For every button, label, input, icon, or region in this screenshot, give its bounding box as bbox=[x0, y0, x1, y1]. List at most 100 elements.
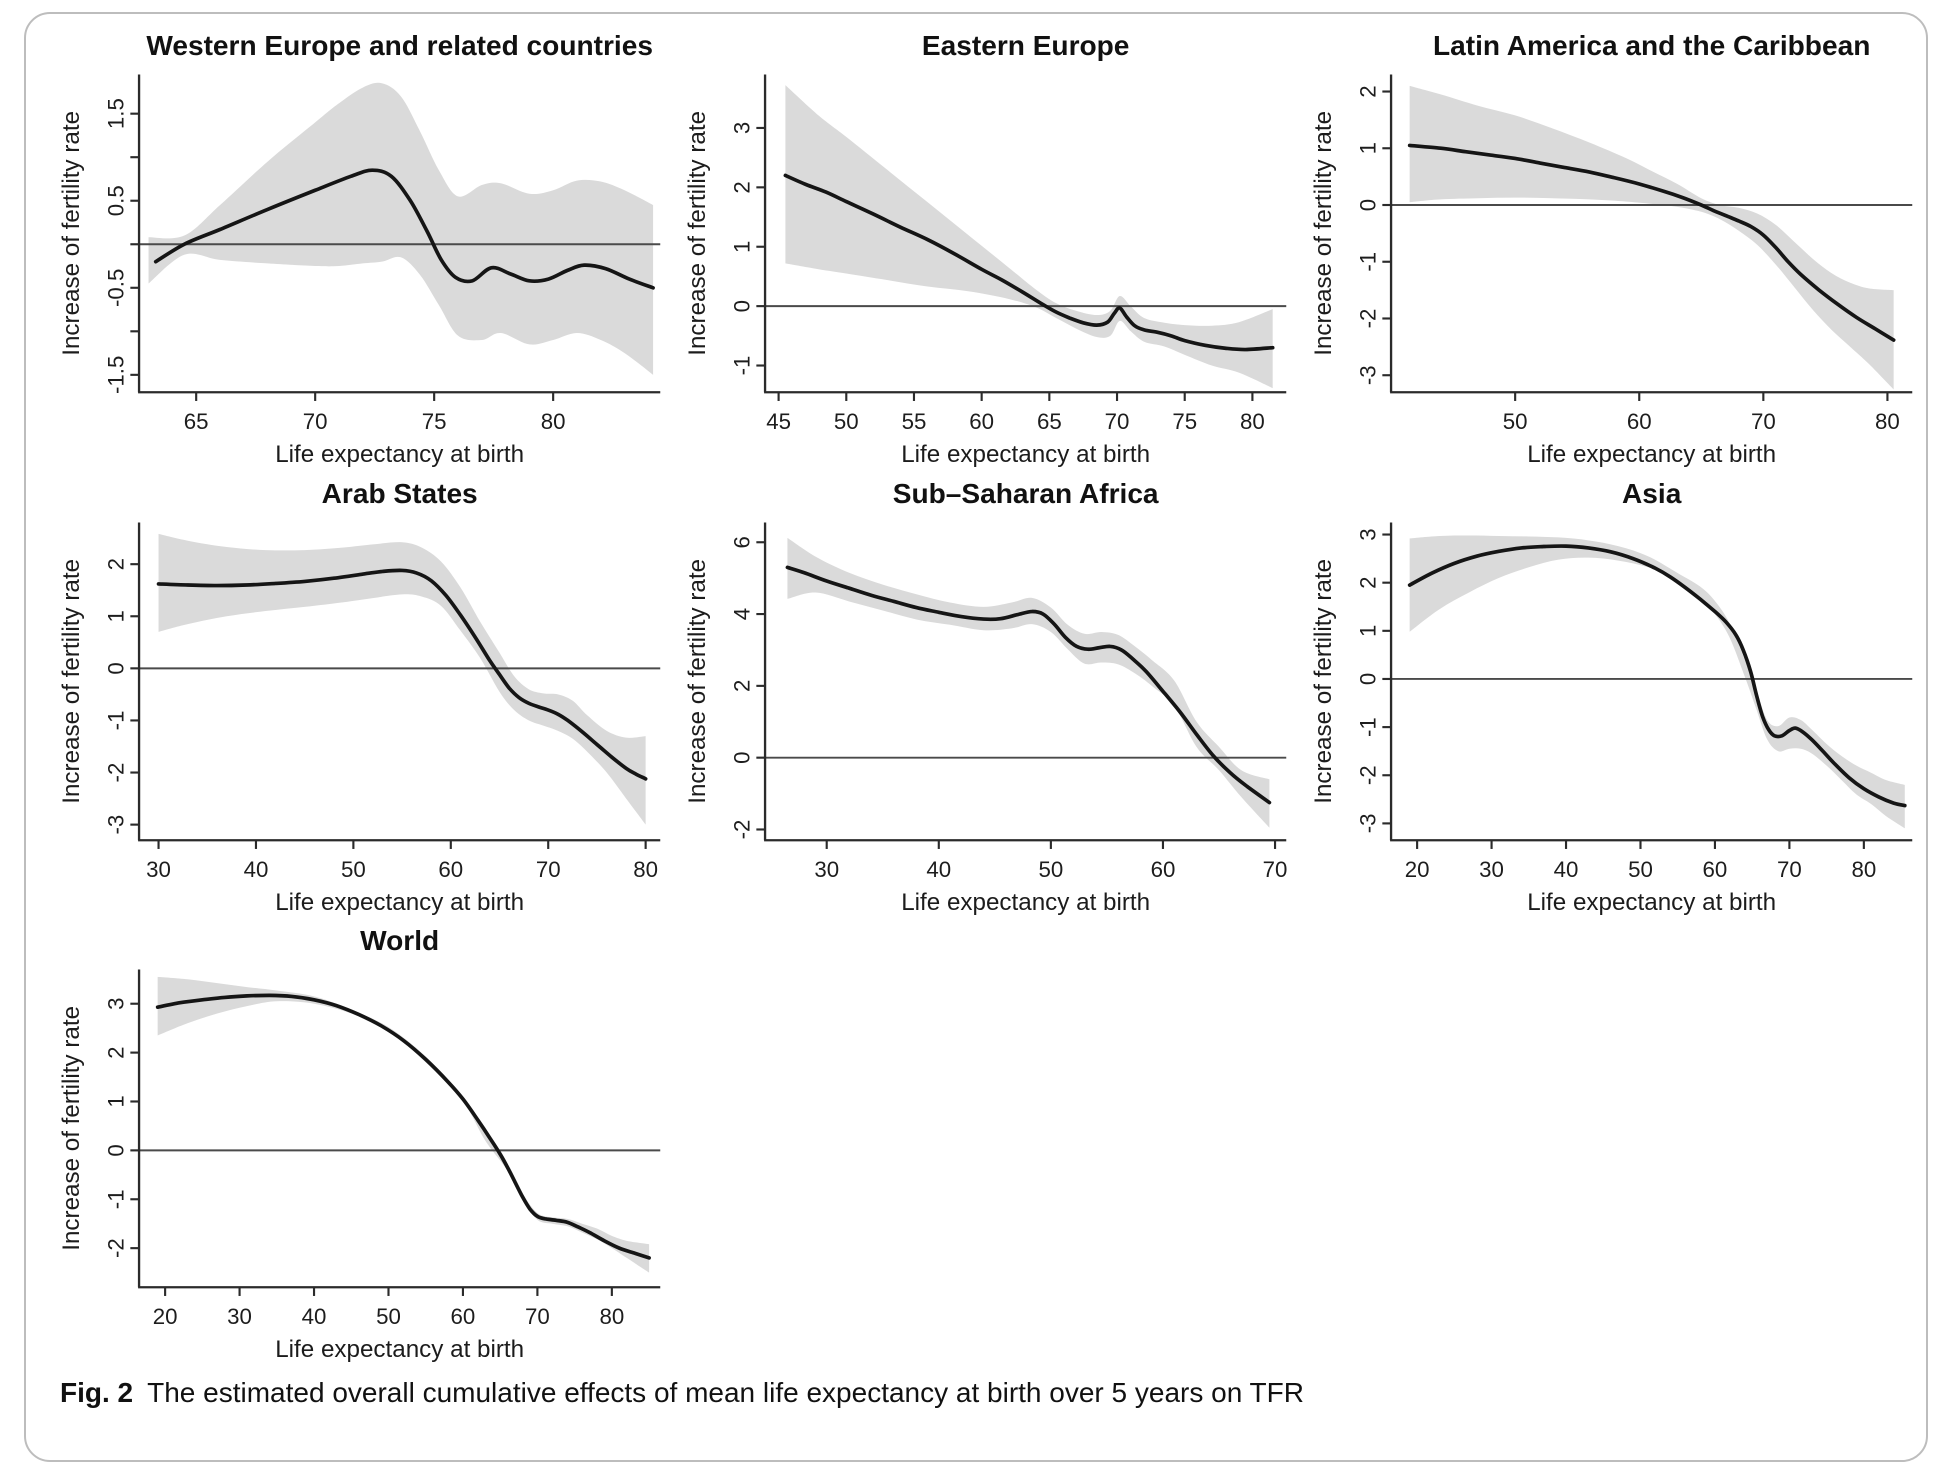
figure-frame: 1.5 0.5 -0.5 -1.5 65 70 75 80 Western Europe and… bbox=[24, 12, 1928, 1462]
y-tick-label: -2 bbox=[103, 762, 128, 782]
x-tick-label: 50 bbox=[1503, 409, 1528, 434]
figure-caption-label: Fig. 2 bbox=[60, 1376, 134, 1408]
y-tick-label: 3 bbox=[103, 998, 128, 1010]
x-tick-label: 80 bbox=[633, 857, 658, 882]
y-tick-label: -3 bbox=[103, 814, 128, 834]
y-tick-label: 2 bbox=[1355, 576, 1380, 588]
figure-caption: Fig. 2 The estimated overall cumulative e… bbox=[60, 1377, 1920, 1409]
x-tick-label: 40 bbox=[1554, 857, 1579, 882]
x-tick-label: 80 bbox=[1240, 409, 1265, 434]
x-tick-label: 30 bbox=[227, 1304, 252, 1329]
confidence-band bbox=[148, 82, 654, 375]
x-tick-label: 80 bbox=[1875, 409, 1900, 434]
confidence-band bbox=[157, 976, 650, 1273]
x-tick-label: 70 bbox=[536, 857, 561, 882]
x-axis-label: Life expectancy at birth bbox=[1527, 889, 1776, 916]
y-tick-label: -3 bbox=[1355, 813, 1380, 833]
y-tick-label: 1 bbox=[729, 241, 754, 253]
y-tick-label: -1.5 bbox=[103, 356, 128, 394]
y-axis-label: Increase of fertility rate bbox=[684, 111, 711, 356]
confidence-band bbox=[1409, 535, 1905, 828]
panel-grid: 1.5 0.5 -0.5 -1.5 65 70 75 80 Western Europe and… bbox=[48, 28, 1920, 1371]
x-tick-label: 30 bbox=[814, 857, 839, 882]
panel-eastern-europe: 3 2 1 0 -1 45 50 55 60 65 70 75 80 Eastern Europe Life… bbox=[674, 28, 1294, 476]
effect-curve bbox=[1407, 143, 1896, 342]
x-tick-label: 60 bbox=[451, 1304, 476, 1329]
x-axis-label: Life expectancy at birth bbox=[901, 889, 1150, 916]
chart-title: Eastern Europe bbox=[922, 30, 1130, 61]
x-tick-label: 50 bbox=[1038, 857, 1063, 882]
y-tick-label: 0.5 bbox=[103, 185, 128, 216]
chart-title: Asia bbox=[1622, 478, 1682, 509]
y-tick-label: 0 bbox=[1355, 199, 1380, 211]
chart-western-europe: 1.5 0.5 -0.5 -1.5 65 70 75 80 Western Europe and… bbox=[58, 30, 661, 468]
x-axis-label: Life expectancy at birth bbox=[901, 441, 1150, 468]
x-tick-label: 75 bbox=[1172, 409, 1197, 434]
x-tick-label: 80 bbox=[541, 409, 566, 434]
x-tick-label: 40 bbox=[244, 857, 269, 882]
x-tick-label: 60 bbox=[1627, 409, 1652, 434]
chart-title: Latin America and the Caribbean bbox=[1433, 30, 1870, 61]
y-tick-label: 1 bbox=[103, 1095, 128, 1107]
x-tick-label: 65 bbox=[1037, 409, 1062, 434]
panel-latin-america-caribbean: 2 1 0 -1 -2 -3 50 60 70 80 Latin America and the C… bbox=[1300, 28, 1920, 476]
x-tick-label: 40 bbox=[302, 1304, 327, 1329]
effect-curve bbox=[1407, 543, 1907, 807]
figure-caption-text: The estimated overall cumulative effects… bbox=[147, 1376, 1304, 1408]
y-tick-label: 0 bbox=[103, 1144, 128, 1156]
empty-grid-cell bbox=[674, 923, 1294, 1371]
y-tick-label: 3 bbox=[1355, 528, 1380, 540]
y-tick-label: -2 bbox=[729, 819, 754, 839]
effect-curve bbox=[155, 993, 651, 1260]
y-tick-label: 2 bbox=[729, 181, 754, 193]
y-tick-label: 1.5 bbox=[103, 98, 128, 129]
y-tick-label: 4 bbox=[729, 607, 754, 619]
chart-title: Western Europe and related countries bbox=[146, 30, 653, 61]
y-tick-label: 6 bbox=[729, 536, 754, 548]
y-tick-label: -2 bbox=[103, 1238, 128, 1258]
y-tick-label: 0 bbox=[103, 662, 128, 674]
chart-sub-saharan-africa: 6 4 2 0 -2 30 40 50 60 70 Sub–Saharan Africa Life e… bbox=[684, 478, 1288, 916]
y-axis-label: Increase of fertility rate bbox=[58, 1006, 85, 1251]
x-tick-label: 70 bbox=[1751, 409, 1776, 434]
y-tick-label: -1 bbox=[729, 356, 754, 376]
x-tick-label: 70 bbox=[1777, 857, 1802, 882]
y-tick-label: -2 bbox=[1355, 309, 1380, 329]
x-tick-label: 50 bbox=[376, 1304, 401, 1329]
x-axis-label: Life expectancy at birth bbox=[275, 441, 524, 468]
x-tick-label: 50 bbox=[341, 857, 366, 882]
x-tick-label: 40 bbox=[926, 857, 951, 882]
y-tick-label: -0.5 bbox=[103, 269, 128, 307]
effect-curve bbox=[783, 173, 1275, 352]
chart-eastern-europe: 3 2 1 0 -1 45 50 55 60 65 70 75 80 Eastern Europe Life… bbox=[684, 30, 1287, 468]
y-axis-label: Increase of fertility rate bbox=[58, 111, 85, 356]
panel-asia: 3 2 1 0 -1 -2 -3 20 30 40 50 60 70 80 Asia Life expecta… bbox=[1300, 476, 1920, 924]
y-tick-label: 0 bbox=[1355, 672, 1380, 684]
chart-arab-states: 2 1 0 -1 -2 -3 30 40 50 60 70 80 Arab States Life exp… bbox=[58, 478, 661, 916]
panel-western-europe: 1.5 0.5 -0.5 -1.5 65 70 75 80 Western Europe and… bbox=[48, 28, 668, 476]
x-tick-label: 20 bbox=[1405, 857, 1430, 882]
confidence-band bbox=[158, 533, 646, 825]
y-axis-label: Increase of fertility rate bbox=[58, 559, 85, 804]
confidence-band bbox=[787, 537, 1270, 828]
y-tick-label: 1 bbox=[1355, 142, 1380, 154]
x-tick-label: 75 bbox=[422, 409, 447, 434]
x-tick-label: 30 bbox=[146, 857, 171, 882]
chart-world: 3 2 1 0 -1 -2 20 30 40 50 60 70 80 World Life expectan… bbox=[58, 925, 661, 1363]
x-axis-label: Life expectancy at birth bbox=[275, 889, 524, 916]
chart-title: World bbox=[360, 925, 439, 956]
x-tick-label: 50 bbox=[1628, 857, 1653, 882]
y-tick-label: 3 bbox=[729, 122, 754, 134]
x-tick-label: 80 bbox=[1851, 857, 1876, 882]
chart-title: Sub–Saharan Africa bbox=[893, 478, 1159, 509]
chart-latin-america-caribbean: 2 1 0 -1 -2 -3 50 60 70 80 Latin America and the C… bbox=[1310, 30, 1913, 468]
y-tick-label: 1 bbox=[103, 610, 128, 622]
x-tick-label: 50 bbox=[834, 409, 859, 434]
y-tick-label: 2 bbox=[1355, 85, 1380, 97]
y-tick-label: 0 bbox=[729, 300, 754, 312]
x-tick-label: 70 bbox=[303, 409, 328, 434]
x-tick-label: 65 bbox=[184, 409, 209, 434]
panel-sub-saharan-africa: 6 4 2 0 -2 30 40 50 60 70 Sub–Saharan Africa Life e… bbox=[674, 476, 1294, 924]
confidence-band bbox=[785, 85, 1273, 389]
